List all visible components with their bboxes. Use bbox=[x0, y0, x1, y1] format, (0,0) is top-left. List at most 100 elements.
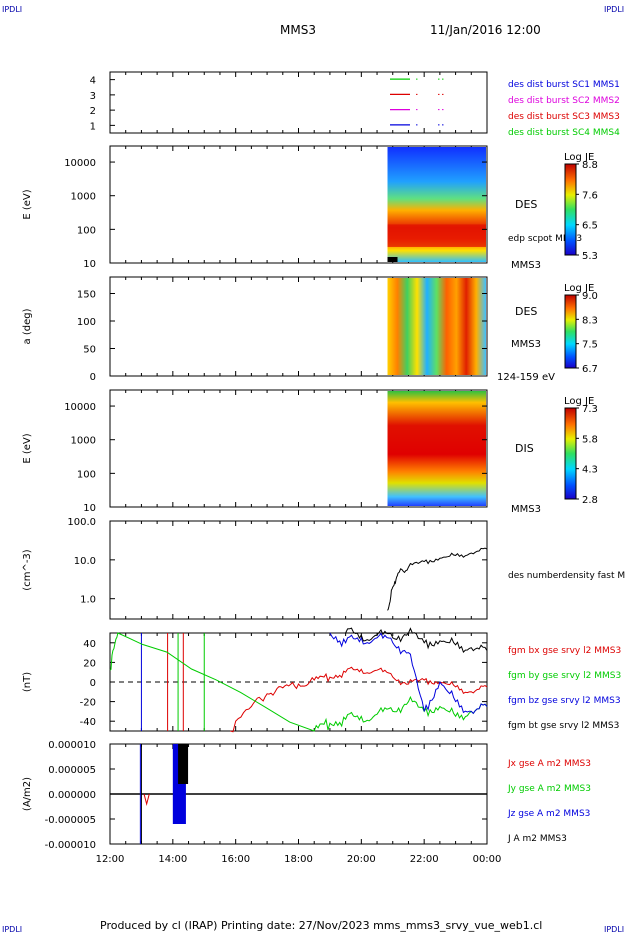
des-energy-colorbar-label: 7.6 bbox=[582, 190, 598, 201]
des-energy-y-tick-label: 1000 bbox=[71, 192, 96, 203]
x-tick-label: 12:00 bbox=[96, 854, 125, 865]
x-tick-label: 20:00 bbox=[347, 854, 376, 865]
corner-label-top-left: IPDLI bbox=[2, 5, 22, 14]
des-pa-y-tick-label: 100 bbox=[77, 317, 96, 328]
des-energy-colorbar-label: 8.8 bbox=[582, 160, 598, 171]
bfield-series-1 bbox=[109, 632, 488, 732]
des-energy-colorbar-title: Log JE bbox=[564, 152, 594, 163]
des-energy-sc-label: MMS3 bbox=[511, 260, 541, 271]
des-energy-colorbar-label: 5.3 bbox=[582, 251, 598, 262]
bfield-series-2 bbox=[329, 632, 488, 715]
x-tick-label: 16:00 bbox=[221, 854, 250, 865]
current-red-dip bbox=[143, 793, 150, 806]
current-y-tick-label: -0.000010 bbox=[45, 840, 96, 851]
des-pa-y-tick-label: 0 bbox=[90, 372, 96, 383]
dis-energy-colorbar-label: 4.3 bbox=[582, 465, 598, 476]
bfield-y-tick-label: 0 bbox=[90, 678, 96, 689]
bfield-y-tick-label: 40 bbox=[83, 639, 96, 650]
des-pa-colorbar-title: Log JE bbox=[564, 283, 594, 294]
sc-legend-entry: des dist burst SC3 MMS3 bbox=[508, 112, 620, 122]
dis-energy-label: DIS bbox=[515, 442, 534, 455]
dis-energy-heatmap bbox=[387, 391, 486, 506]
des-pa-colorbar-label: 6.7 bbox=[582, 364, 598, 375]
density-panel-frame bbox=[109, 520, 488, 620]
des-energy-label: DES bbox=[515, 198, 537, 211]
des-pa-ylabel: a (deg) bbox=[22, 308, 33, 344]
density-y-tick-label: 10.0 bbox=[74, 556, 96, 567]
current-burst-black bbox=[178, 744, 189, 784]
footer-text: Produced by cl (IRAP) Printing date: 27/… bbox=[100, 919, 542, 932]
dis-energy-colorbar-label: 2.8 bbox=[582, 495, 598, 506]
des-pa-y-tick-label: 50 bbox=[83, 345, 96, 356]
dis-energy-y-tick-label: 1000 bbox=[71, 436, 96, 447]
des-energy-hot-band bbox=[387, 224, 486, 247]
bfield-legend-entry: fgm by gse srvy l2 MMS3 bbox=[508, 671, 621, 681]
des-pa-colorbar-label: 8.3 bbox=[582, 315, 598, 326]
current-legend-entry: Jx gse A m2 MMS3 bbox=[507, 759, 591, 769]
bfield-ylabel: (nT) bbox=[22, 672, 33, 692]
x-tick-label: 22:00 bbox=[410, 854, 439, 865]
dis-energy-y-tick-label: 100 bbox=[77, 469, 96, 480]
bfield-y-tick-label: -40 bbox=[80, 717, 96, 728]
des-scpot-trace bbox=[387, 257, 398, 262]
current-ylabel: (A/m2) bbox=[22, 777, 33, 811]
des-pa-heatmap bbox=[387, 278, 486, 375]
sc-y-tick-label: 2 bbox=[90, 106, 96, 117]
current-y-tick-label: 0.000005 bbox=[48, 765, 96, 776]
sc-legend-entry: des dist burst SC1 MMS1 bbox=[508, 80, 620, 90]
bfield-y-tick-label: -20 bbox=[80, 698, 96, 709]
current-y-tick-label: -0.000005 bbox=[45, 815, 96, 826]
des-pa-sc-label: MMS3 bbox=[511, 339, 541, 350]
density-y-tick-label: 100.0 bbox=[67, 517, 96, 528]
density-line bbox=[387, 547, 488, 611]
bfield-legend-entry: fgm bx gse srvy l2 MMS3 bbox=[508, 646, 621, 656]
density-ylabel: (cm^-3) bbox=[22, 549, 33, 590]
x-tick-label: 00:00 bbox=[473, 854, 502, 865]
bfield-legend-entry: fgm bt gse srvy l2 MMS3 bbox=[508, 721, 619, 731]
bfield-legend-entry: fgm bz gse srvy l2 MMS3 bbox=[508, 696, 621, 706]
dis-energy-sc-label: MMS3 bbox=[511, 504, 541, 515]
des-pa-y-tick-label: 150 bbox=[77, 290, 96, 301]
sc-panel-frame bbox=[109, 71, 488, 134]
edp-scpot-label: edp scpot MMS3 bbox=[508, 234, 582, 244]
x-tick-label: 18:00 bbox=[284, 854, 313, 865]
des-pa-colorbar-label: 9.0 bbox=[582, 291, 598, 302]
des-energy-colorbar-label: 6.5 bbox=[582, 221, 598, 232]
current-legend-entry: Jz gse A m2 MMS3 bbox=[507, 809, 590, 819]
des-energy-ylabel: E (eV) bbox=[22, 189, 33, 219]
des-energy-y-tick-label: 10000 bbox=[64, 158, 96, 169]
current-y-tick-label: 0.000000 bbox=[48, 790, 96, 801]
x-tick-label: 14:00 bbox=[158, 854, 187, 865]
dis-energy-colorbar-title: Log JE bbox=[564, 396, 594, 407]
current-legend-entry: Jy gse A m2 MMS3 bbox=[507, 784, 591, 794]
current-y-tick-label: 0.000010 bbox=[48, 740, 96, 751]
des-pa-colorbar-bar bbox=[564, 294, 577, 369]
bfield-y-tick-label: 20 bbox=[83, 658, 96, 669]
current-legend-entry: J A m2 MMS3 bbox=[507, 834, 567, 844]
bfield-series-0 bbox=[230, 666, 488, 733]
sc-legend-entry: des dist burst SC4 MMS4 bbox=[508, 128, 620, 138]
dis-energy-y-tick-label: 10 bbox=[83, 503, 96, 514]
corner-label-bottom-left: IPDLI bbox=[2, 925, 22, 934]
date-title: 11/Jan/2016 12:00 bbox=[430, 23, 541, 37]
des-energy-colorbar-bar bbox=[564, 163, 577, 256]
density-legend: des numberdensity fast M bbox=[508, 571, 625, 581]
bfield-series-3 bbox=[345, 627, 488, 654]
dis-energy-colorbar-label: 5.8 bbox=[582, 434, 598, 445]
sc-legend-entry: des dist burst SC2 MMS2 bbox=[508, 96, 620, 106]
dis-energy-ylabel: E (eV) bbox=[22, 433, 33, 463]
des-energy-y-tick-label: 10 bbox=[83, 259, 96, 270]
corner-label-bottom-right: IPDLI bbox=[604, 925, 624, 934]
sc-y-tick-label: 1 bbox=[90, 121, 96, 132]
dis-energy-colorbar-label: 7.3 bbox=[582, 404, 598, 415]
des-pa-label: DES bbox=[515, 305, 537, 318]
dis-energy-y-tick-label: 10000 bbox=[64, 402, 96, 413]
des-energy-y-tick-label: 100 bbox=[77, 225, 96, 236]
density-y-tick-label: 1.0 bbox=[80, 595, 96, 606]
des-pa-colorbar-label: 7.5 bbox=[582, 340, 598, 351]
sc-y-tick-label: 3 bbox=[90, 91, 96, 102]
spacecraft-title: MMS3 bbox=[280, 23, 316, 37]
des-pa-energy-label: 124-159 eV bbox=[497, 372, 555, 383]
dis-energy-colorbar-bar bbox=[564, 407, 577, 500]
